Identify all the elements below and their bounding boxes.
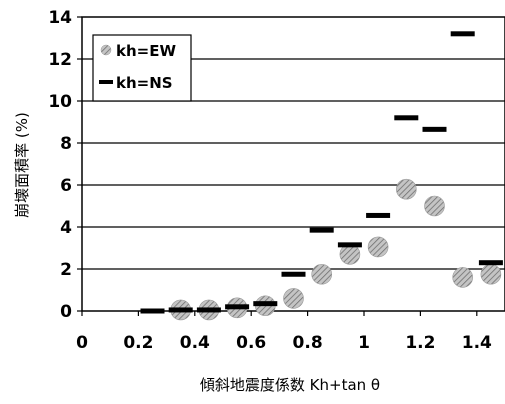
xtick-label: 1.2 xyxy=(405,333,435,353)
legend: kh=EW kh=NS xyxy=(92,34,192,102)
xtick-label: 0.2 xyxy=(123,333,153,353)
ytick-label: 12 xyxy=(48,50,72,70)
point-kh-ew xyxy=(395,178,417,200)
y-axis-title: 崩壊面積率 (%) xyxy=(13,112,31,218)
point-kh-ns xyxy=(196,307,221,313)
point-kh-ns xyxy=(478,260,503,266)
point-kh-ns xyxy=(394,115,419,121)
ytick-label: 8 xyxy=(60,134,72,154)
legend-label-kh-ns: kh=NS xyxy=(116,74,173,92)
ytick-label: 2 xyxy=(60,260,72,280)
point-kh-ns xyxy=(366,212,391,218)
xtick-label: 1 xyxy=(358,333,370,353)
point-kh-ew xyxy=(283,288,304,309)
xtick-label: 0.4 xyxy=(180,333,210,353)
point-kh-ew xyxy=(367,236,389,258)
x-axis-ticks: 0 0.2 0.4 0.6 0.8 1 1.2 1.4 xyxy=(76,311,492,353)
point-kh-ns xyxy=(168,307,193,313)
xtick-label: 0.6 xyxy=(236,333,266,353)
ytick-label: 0 xyxy=(60,302,72,322)
point-kh-ns xyxy=(225,304,250,310)
point-kh-ns xyxy=(253,301,278,307)
data-points xyxy=(140,31,503,321)
plot-area xyxy=(81,16,505,312)
point-kh-ew xyxy=(311,263,333,285)
legend-marker-kh-ew xyxy=(100,44,112,56)
point-kh-ns xyxy=(422,126,447,132)
xtick-label: 0 xyxy=(76,333,88,353)
xtick-label: 0.8 xyxy=(293,333,323,353)
point-kh-ew xyxy=(452,267,474,288)
point-kh-ew xyxy=(424,195,445,217)
y-axis-ticks: 0 2 4 6 8 10 12 14 xyxy=(48,8,82,322)
point-kh-ns xyxy=(281,271,306,277)
point-kh-ns xyxy=(450,31,475,37)
ytick-label: 4 xyxy=(60,218,72,238)
point-kh-ns xyxy=(309,227,334,233)
ytick-label: 6 xyxy=(60,176,72,196)
point-kh-ns xyxy=(337,242,362,248)
ytick-label: 14 xyxy=(48,8,72,28)
legend-marker-kh-ns xyxy=(99,80,113,84)
point-kh-ns xyxy=(140,308,165,314)
x-axis-title: 傾斜地震度係数 Kh+tan θ xyxy=(200,376,380,394)
point-kh-ew xyxy=(480,263,502,285)
legend-label-kh-ew: kh=EW xyxy=(116,42,176,60)
xtick-label: 1.4 xyxy=(462,333,492,353)
ytick-label: 10 xyxy=(48,92,72,112)
